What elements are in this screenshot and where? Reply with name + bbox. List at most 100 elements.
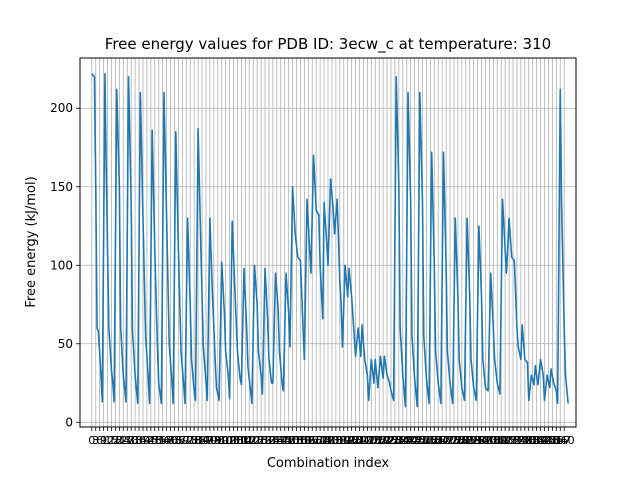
x-tick-label: 216: [365, 434, 386, 447]
x-tick-label: 174: [310, 434, 331, 447]
x-tick-label: 171: [306, 434, 327, 447]
y-tick-label: 100: [50, 258, 73, 272]
x-tick-label: 297: [471, 434, 492, 447]
x-tick-label: 48: [148, 434, 162, 447]
x-tick-label: 78: [187, 434, 201, 447]
x-tick-label: 342: [530, 434, 551, 447]
x-tick-label: 213: [361, 434, 382, 447]
x-tick-label: 312: [491, 434, 512, 447]
x-tick-label: 96: [211, 434, 225, 447]
x-axis: 0369121518212427303336394245485154576063…: [88, 427, 575, 447]
x-tick-label: 327: [510, 434, 531, 447]
x-tick-label: 228: [380, 434, 401, 447]
x-tick-label: 279: [447, 434, 468, 447]
x-tick-label: 261: [424, 434, 445, 447]
x-tick-label: 285: [455, 434, 476, 447]
x-tick-label: 93: [207, 434, 221, 447]
x-tick-label: 9: [100, 434, 107, 447]
x-tick-label: 144: [270, 434, 291, 447]
x-tick-label: 63: [167, 434, 181, 447]
x-tick-label: 159: [290, 434, 311, 447]
x-tick-label: 30: [124, 434, 138, 447]
x-tick-label: 69: [175, 434, 189, 447]
x-tick-label: 294: [467, 434, 488, 447]
x-tick-label: 12: [101, 434, 115, 447]
x-tick-label: 0: [88, 434, 95, 447]
y-tick-label: 50: [58, 337, 73, 351]
x-tick-label: 354: [546, 434, 567, 447]
x-tick-label: 57: [160, 434, 174, 447]
x-tick-label: 345: [534, 434, 555, 447]
x-tick-label: 351: [542, 434, 563, 447]
x-tick-label: 129: [251, 434, 272, 447]
x-tick-label: 201: [345, 434, 366, 447]
x-tick-label: 6: [96, 434, 103, 447]
x-tick-label: 126: [247, 434, 268, 447]
x-tick-label: 108: [223, 434, 244, 447]
x-tick-label: 150: [278, 434, 299, 447]
x-tick-label: 357: [550, 434, 571, 447]
x-tick-label: 255: [416, 434, 437, 447]
x-tick-label: 21: [112, 434, 126, 447]
x-tick-label: 195: [337, 434, 358, 447]
x-tick-label: 81: [191, 434, 205, 447]
x-tick-label: 306: [483, 434, 504, 447]
x-tick-label: 87: [199, 434, 213, 447]
x-tick-label: 240: [396, 434, 417, 447]
x-tick-label: 36: [132, 434, 146, 447]
x-tick-label: 249: [408, 434, 429, 447]
x-tick-label: 273: [440, 434, 461, 447]
x-tick-label: 84: [195, 434, 209, 447]
x-tick-label: 51: [152, 434, 166, 447]
y-tick-label: 150: [50, 180, 73, 194]
x-tick-label: 72: [179, 434, 193, 447]
x-tick-label: 123: [243, 434, 264, 447]
x-tick-label: 66: [171, 434, 185, 447]
x-tick-label: 42: [140, 434, 154, 447]
x-tick-label: 225: [377, 434, 398, 447]
x-tick-label: 105: [219, 434, 240, 447]
x-tick-label: 303: [479, 434, 500, 447]
x-tick-label: 54: [156, 434, 170, 447]
x-tick-label: 132: [255, 434, 276, 447]
y-axis: 0 50 100 150 200: [50, 101, 80, 429]
x-tick-label: 336: [522, 434, 543, 447]
x-tick-label: 24: [116, 434, 130, 447]
x-axis-label: Combination index: [267, 456, 390, 471]
x-tick-label: 300: [475, 434, 496, 447]
x-tick-label: 264: [428, 434, 449, 447]
x-tick-label: 234: [388, 434, 409, 447]
x-tick-label: 114: [231, 434, 252, 447]
y-tick-label: 200: [50, 101, 73, 115]
x-tick-label: 141: [266, 434, 287, 447]
x-tick-label: 252: [412, 434, 433, 447]
x-tick-label: 180: [318, 434, 339, 447]
x-tick-label: 291: [463, 434, 484, 447]
x-tick-label: 207: [353, 434, 374, 447]
x-tick-label: 204: [349, 434, 370, 447]
x-tick-label: 267: [432, 434, 453, 447]
x-tick-label: 18: [108, 434, 122, 447]
x-tick-label: 60: [164, 434, 178, 447]
x-tick-label: 138: [262, 434, 283, 447]
x-tick-label: 177: [314, 434, 335, 447]
x-tick-label: 276: [443, 434, 464, 447]
x-tick-label: 15: [104, 434, 118, 447]
chart-title: Free energy values for PDB ID: 3ecw_c at…: [105, 35, 551, 54]
x-tick-label: 186: [325, 434, 346, 447]
x-tick-label: 219: [369, 434, 390, 447]
x-tick-label: 318: [499, 434, 520, 447]
x-tick-label: 120: [239, 434, 260, 447]
x-tick-label: 162: [294, 434, 315, 447]
x-tick-label: 27: [120, 434, 134, 447]
x-tick-label: 189: [329, 434, 350, 447]
x-tick-label: 315: [495, 434, 516, 447]
x-tick-label: 102: [215, 434, 236, 447]
x-tick-label: 147: [274, 434, 295, 447]
x-tick-label: 324: [506, 434, 527, 447]
y-tick-label: 0: [65, 415, 73, 429]
x-tick-label: 270: [436, 434, 457, 447]
x-tick-label: 198: [341, 434, 362, 447]
x-tick-label: 3: [92, 434, 99, 447]
